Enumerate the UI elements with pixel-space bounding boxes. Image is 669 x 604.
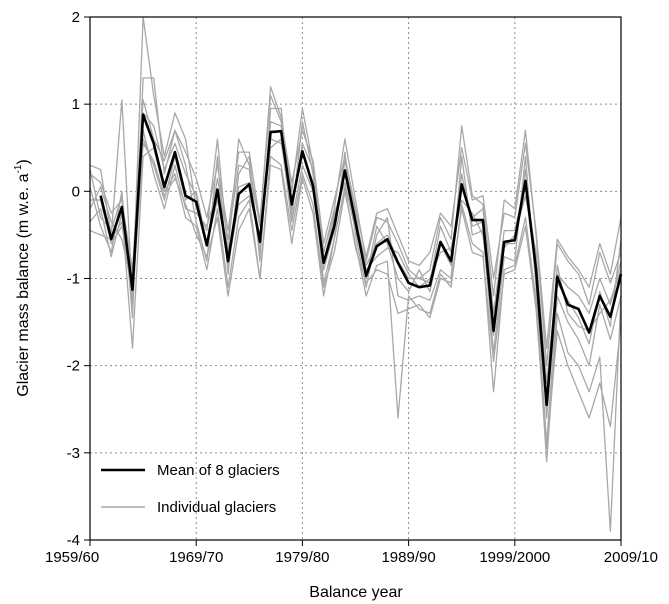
x-axis-title: Balance year bbox=[309, 584, 403, 601]
x-tick-label: 2009/10 bbox=[604, 549, 658, 566]
x-tick-label: 1969/70 bbox=[169, 549, 223, 566]
x-tick-label: 1989/90 bbox=[381, 549, 435, 566]
x-tick-label: 1979/80 bbox=[275, 549, 329, 566]
legend-individual-label: Individual glaciers bbox=[157, 499, 276, 516]
y-tick-label: -2 bbox=[67, 358, 80, 375]
x-tick-label: 1959/60 bbox=[45, 549, 99, 566]
x-tick-label: 1999/2000 bbox=[479, 549, 550, 566]
x-axis-ticks: 1959/60 1969/70 1979/80 1989/90 1999/2000 200… bbox=[45, 540, 658, 566]
y-axis-ticks: 2 1 0 -1 -2 -3 -4 bbox=[67, 9, 90, 549]
legend: Mean of 8 glaciers Individual glaciers bbox=[101, 462, 280, 516]
y-tick-label: -1 bbox=[67, 271, 80, 288]
y-axis-title-superscript: -1 bbox=[13, 164, 24, 173]
y-tick-label: -3 bbox=[67, 445, 80, 462]
legend-mean-label: Mean of 8 glaciers bbox=[157, 462, 280, 479]
y-tick-label: -4 bbox=[67, 532, 80, 549]
individual-glacier-line bbox=[89, 94, 622, 349]
mean-line-group bbox=[99, 113, 623, 407]
y-tick-label: 1 bbox=[72, 96, 80, 113]
y-axis-title: Glacier mass balance (m w.e. a-1) bbox=[13, 159, 32, 396]
y-tick-label: 2 bbox=[72, 9, 80, 26]
individual-glacier-line bbox=[89, 142, 622, 450]
y-tick-label: 0 bbox=[72, 183, 80, 200]
y-axis-title-close: ) bbox=[15, 159, 32, 164]
mean-series-line bbox=[99, 113, 623, 407]
